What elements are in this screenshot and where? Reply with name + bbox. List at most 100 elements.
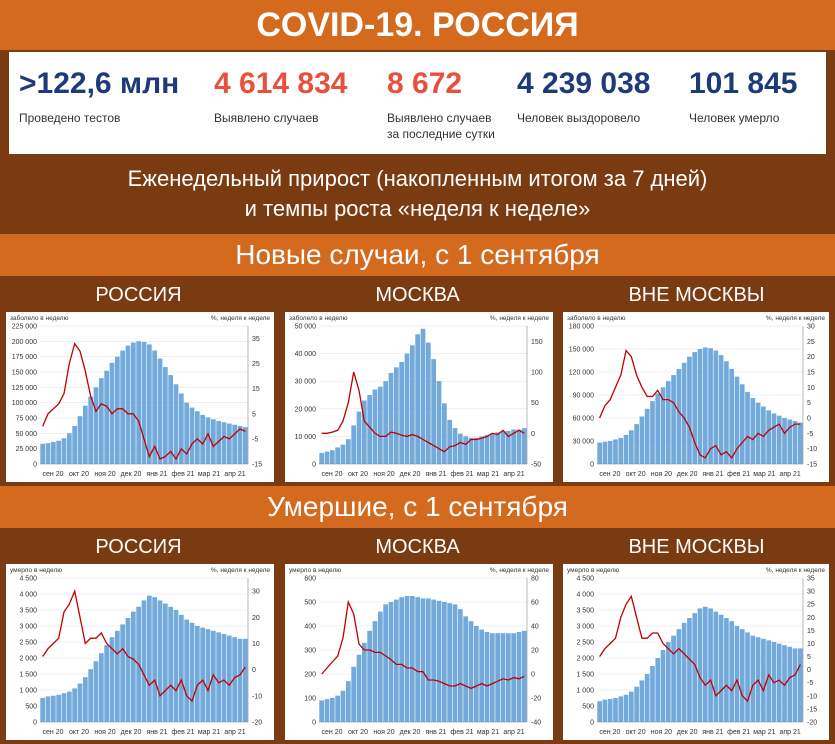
bar [468, 437, 474, 464]
bar [72, 688, 78, 722]
stat-recovered: 4 239 038 Человек выздоровело [517, 64, 650, 126]
bar [157, 358, 163, 464]
left-axis-label: заболело в неделю [10, 314, 69, 322]
stat-label: Выявлено случаев [214, 111, 319, 125]
bar [613, 439, 618, 464]
bar [484, 632, 490, 722]
bar [393, 599, 399, 722]
bar [671, 375, 676, 464]
left-tick-label: 1 500 [576, 672, 594, 679]
bar [697, 608, 703, 722]
bar [787, 419, 793, 464]
x-tick-label: мар 21 [753, 471, 775, 478]
x-tick-label: янв 21 [702, 729, 723, 736]
bar [82, 405, 88, 464]
bar [200, 627, 206, 722]
right-axis-label: %, неделя к неделе [211, 567, 270, 574]
bar [613, 698, 618, 722]
x-tick-label: янв 21 [425, 471, 446, 478]
bar [130, 342, 136, 464]
bar [766, 640, 772, 722]
left-tick-label: 0 [312, 720, 316, 727]
right-axis-label: %, неделя к неделе [490, 567, 549, 574]
bar [420, 598, 426, 722]
bar [660, 650, 666, 722]
right-tick-label: 35 [252, 336, 260, 343]
right-tick-label: -10 [252, 693, 262, 700]
bar [792, 648, 798, 722]
bar [125, 618, 131, 722]
right-tick-label: -20 [531, 696, 541, 703]
bar [399, 361, 405, 464]
x-tick-label: янв 21 [425, 729, 446, 736]
bar [505, 633, 511, 722]
x-tick-label: мар 21 [477, 729, 499, 736]
right-tick-label: -5 [252, 436, 258, 443]
bar [189, 622, 195, 722]
bar [351, 425, 357, 464]
chart-svg: заболело в неделю %, неделя к неделе 0 30 0… [567, 314, 825, 478]
weekly-line-1: Еженедельный прирост (накопленным итогом… [127, 166, 708, 191]
left-tick-label: 120 000 [569, 370, 594, 377]
bar [226, 635, 232, 722]
right-tick-label: 80 [531, 576, 539, 583]
bar [634, 424, 639, 464]
right-tick-label: 0 [807, 416, 811, 423]
bar [178, 614, 184, 722]
bar [367, 395, 373, 464]
x-tick-label: дек 20 [121, 729, 142, 736]
bar [495, 633, 501, 722]
bar [205, 417, 211, 464]
bar [324, 451, 330, 464]
bar [184, 402, 190, 464]
x-tick-label: апр 21 [779, 471, 800, 478]
bar [66, 691, 72, 722]
column-head-moscow-deaths: МОСКВА [279, 530, 556, 564]
bar [692, 352, 698, 464]
bar [45, 696, 51, 722]
right-tick-label: -10 [807, 693, 817, 700]
stat-value: 4 239 038 [517, 67, 651, 100]
bar [782, 418, 787, 464]
bar [242, 427, 248, 464]
bar [93, 661, 99, 722]
x-tick-label: фев 21 [450, 729, 473, 736]
bar [436, 381, 442, 464]
right-tick-label: 50 [531, 400, 539, 407]
stat-value: >122,6 млн [19, 67, 180, 100]
bar [500, 633, 506, 722]
x-tick-label: дек 20 [400, 729, 421, 736]
bar [377, 386, 383, 464]
stat-cases-day: 8 672 Выявлено случаев за последние сутк… [387, 64, 507, 142]
bar [141, 341, 147, 464]
bar [194, 411, 200, 464]
x-tick-label: окт 20 [69, 729, 89, 736]
bar [216, 632, 222, 722]
right-tick-label: 25 [807, 602, 815, 609]
bar [146, 344, 152, 464]
bar [383, 604, 389, 722]
right-axis-label: %, неделя к неделе [766, 567, 825, 574]
bar [340, 444, 346, 464]
x-tick-label: фев 21 [171, 471, 194, 478]
bar [120, 624, 126, 722]
x-tick-label: сен 20 [599, 471, 620, 478]
bar [404, 596, 410, 722]
column-head-russia: РОССИЯ [0, 278, 277, 312]
x-tick-label: сен 20 [322, 729, 343, 736]
bar [372, 389, 378, 464]
left-tick-label: 0 [33, 462, 37, 469]
column-head-russia-deaths: РОССИЯ [0, 530, 277, 564]
bar [88, 396, 94, 464]
left-tick-label: 20 000 [295, 406, 317, 413]
bar [399, 597, 405, 722]
bar [388, 372, 394, 464]
right-tick-label: 25 [252, 361, 260, 368]
left-tick-label: 10 000 [295, 434, 317, 441]
bar [431, 359, 437, 464]
right-tick-label: 5 [807, 400, 811, 407]
bar [521, 630, 527, 722]
bar [388, 602, 394, 722]
bar [463, 616, 469, 722]
bar [210, 419, 216, 464]
